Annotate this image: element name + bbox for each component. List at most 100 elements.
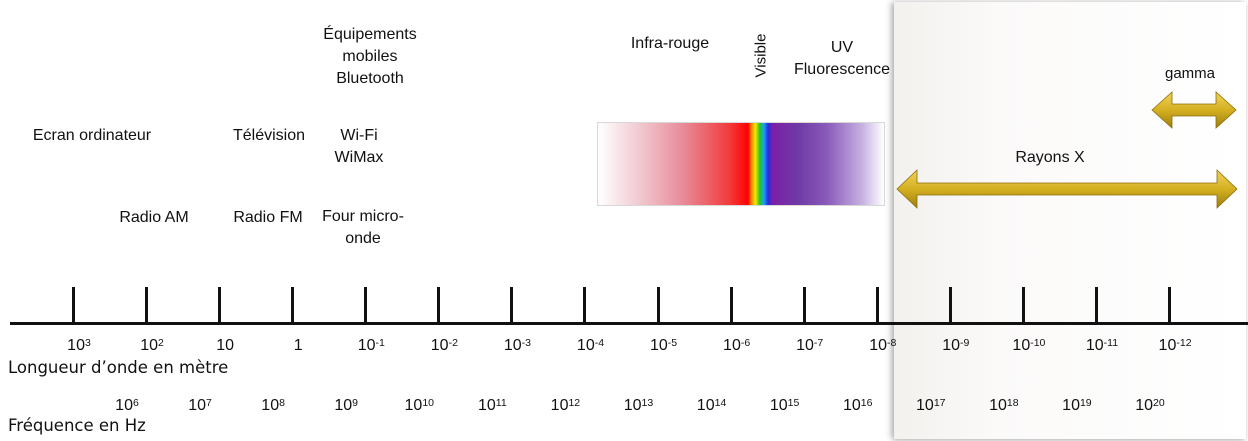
rayons-x-arrow [896, 169, 1238, 209]
frequency-axis-title: Fréquence en Hz [8, 416, 146, 435]
frequency-value-base: 10 [188, 397, 207, 414]
wavelength-value-base: 10 [503, 337, 522, 354]
wavelength-value-exponent: -4 [594, 337, 605, 349]
frequency-value: 109 [334, 396, 358, 416]
frequency-value-base: 10 [115, 397, 133, 414]
axis-tick [364, 287, 368, 323]
label-television: Télévision [232, 127, 306, 144]
axis-tick [218, 287, 222, 323]
wavelength-value: 10-5 [650, 336, 677, 356]
axis-tick [1094, 287, 1098, 323]
axis-tick [291, 287, 295, 323]
wavelength-value-base: 10 [67, 337, 85, 354]
frequency-value-base: 10 [334, 397, 353, 414]
axis-tick [729, 287, 733, 323]
frequency-value-base: 10 [769, 397, 788, 414]
frequency-value-exponent: 19 [1079, 397, 1092, 409]
frequency-value: 108 [261, 396, 285, 416]
axis-tick [1021, 287, 1025, 323]
wavelength-value: 10-12 [1159, 336, 1192, 356]
frequency-value-base: 10 [404, 397, 423, 414]
axis-tick [1168, 287, 1172, 323]
frequency-value-exponent: 20 [1153, 397, 1165, 409]
wavelength-value: 10-9 [942, 336, 969, 356]
wavelength-value-base: 10 [869, 337, 887, 354]
wavelength-value-exponent: -6 [740, 337, 751, 349]
wavelength-value: 10-7 [796, 336, 823, 356]
frequency-value: 1016 [843, 396, 872, 416]
label-rayons-x: Rayons X [1015, 149, 1085, 166]
axis-tick [145, 287, 149, 323]
wavelength-value-exponent: -3 [521, 337, 531, 349]
frequency-value-base: 10 [261, 397, 280, 414]
label-ecran-ordinateur: Ecran ordinateur [32, 127, 152, 144]
axis-tick [510, 287, 514, 323]
wavelength-value-base: 10 [216, 337, 235, 354]
wavelength-value-exponent: -2 [448, 337, 458, 349]
frequency-value-exponent: 10 [422, 397, 435, 409]
frequency-value-exponent: 8 [279, 397, 285, 409]
frequency-value-base: 10 [477, 397, 496, 414]
wavelength-value: 10-8 [869, 336, 896, 356]
wavelength-value-base: 10 [140, 337, 159, 354]
wavelength-value-exponent: -10 [1030, 337, 1046, 349]
label-wifi-wimax: Wi-Fi WiMax [334, 127, 384, 166]
wavelength-value: 10-3 [504, 336, 531, 356]
label-visible: Visible [752, 33, 770, 77]
frequency-value: 1019 [1062, 396, 1091, 416]
axis-tick [72, 287, 75, 323]
frequency-value-exponent: 14 [714, 397, 727, 409]
wavelength-value-base: 10 [723, 337, 741, 354]
wavelength-value: 10-4 [577, 336, 604, 356]
wavelength-value-exponent: 3 [84, 337, 91, 349]
wavelength-value: 10 [216, 336, 234, 356]
axis-tick [656, 287, 660, 323]
wavelength-value: 10-6 [723, 336, 750, 356]
label-equipements-mobiles: Équipements mobiles Bluetooth [323, 26, 417, 87]
high-energy-panel [894, 2, 1246, 439]
frequency-value: 1010 [405, 396, 434, 416]
label-uv-fluorescence: UV Fluorescence [793, 39, 891, 78]
frequency-value-base: 10 [550, 397, 569, 414]
frequency-value: 1018 [989, 396, 1018, 416]
wavelength-value-base: 10 [796, 337, 814, 354]
wavelength-value: 10-2 [431, 336, 458, 356]
wavelength-value: 1 [294, 336, 303, 356]
wavelength-value: 102 [140, 336, 164, 356]
wavelength-value-base: 10 [942, 337, 961, 354]
wavelength-value-exponent: -12 [1176, 337, 1192, 349]
frequency-value-base: 10 [623, 397, 642, 414]
rayons-x-arrow-shape [896, 169, 1238, 209]
gamma-arrow [1151, 91, 1237, 129]
frequency-value-exponent: 13 [641, 397, 654, 409]
axis-tick [875, 287, 879, 323]
frequency-value-base: 10 [842, 397, 861, 414]
wavelength-value-exponent: -8 [886, 337, 897, 349]
wavelength-value: 10-11 [1086, 336, 1118, 356]
label-radio-fm: Radio FM [233, 209, 303, 226]
wavelength-axis-title: Longueur d’onde en mètre [8, 358, 229, 377]
axis-tick [802, 287, 806, 323]
wavelength-value-base: 10 [1012, 337, 1031, 354]
optical-spectrum-gradient [597, 122, 885, 206]
frequency-value-exponent: 16 [860, 397, 873, 409]
wavelength-value-base: 10 [357, 337, 376, 354]
frequency-value: 1020 [1135, 396, 1164, 416]
frequency-value-exponent: 7 [206, 397, 212, 409]
wavelength-value-base: 10 [430, 337, 449, 354]
wavelength-value-exponent: -11 [1103, 337, 1119, 349]
wavelength-value: 10-1 [358, 336, 385, 356]
frequency-value-base: 10 [696, 397, 715, 414]
wavelength-value-exponent: 2 [158, 337, 164, 349]
wavelength-value-exponent: -7 [813, 337, 824, 349]
axis-tick [437, 287, 441, 323]
frequency-value-exponent: 6 [132, 397, 139, 409]
frequency-value-exponent: 11 [495, 397, 507, 409]
frequency-value: 107 [188, 396, 212, 416]
wavelength-value-exponent: -9 [960, 337, 970, 349]
label-four-micro-onde: Four micro- onde [322, 208, 404, 247]
wavelength-value: 10-10 [1012, 336, 1045, 356]
wavelength-value-base: 10 [649, 337, 668, 354]
wavelength-value-exponent: -5 [667, 337, 678, 349]
wavelength-value-base: 10 [1085, 337, 1104, 354]
